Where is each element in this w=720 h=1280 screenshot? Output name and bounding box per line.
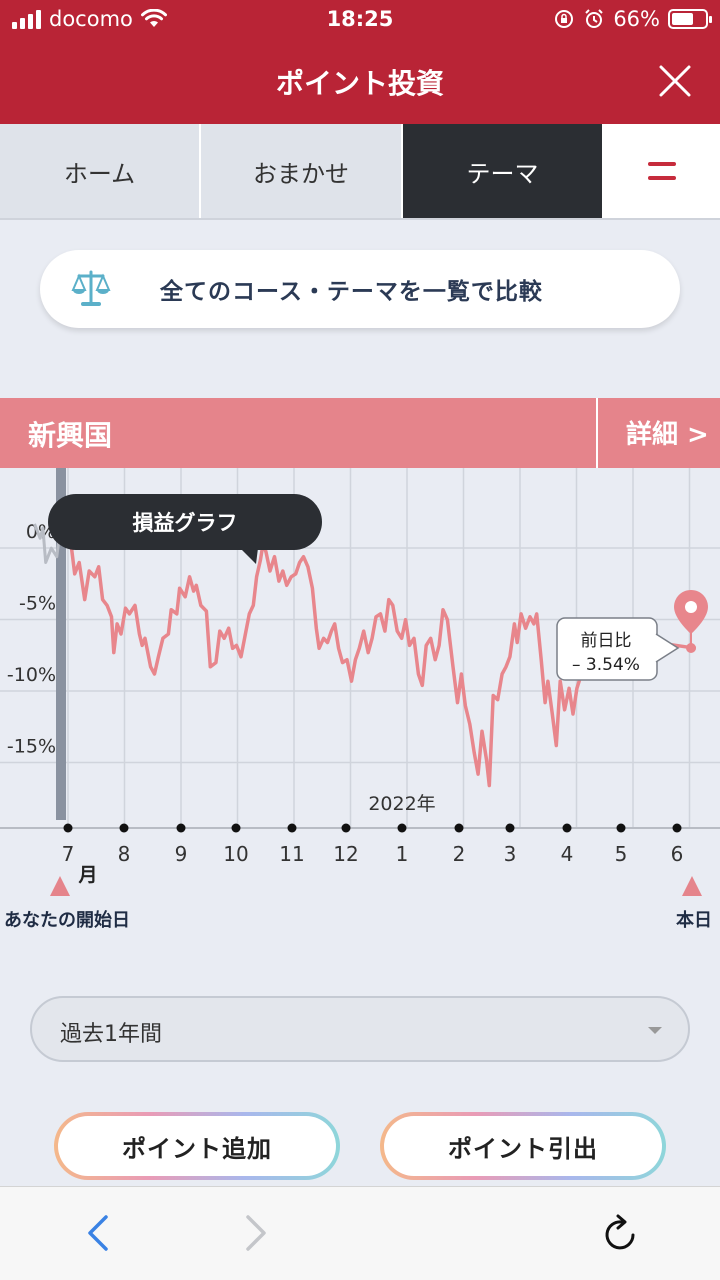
- tab-theme[interactable]: テーマ: [403, 124, 604, 218]
- status-bar: docomo 18:25 66%: [0, 0, 720, 40]
- x-tick-label: 3: [504, 842, 517, 866]
- x-tick-dot: [63, 823, 73, 833]
- x-tick-dot: [505, 823, 515, 833]
- scale-icon: [71, 270, 111, 306]
- page-title: ポイント投資: [275, 67, 444, 100]
- app-header: ポイント投資: [0, 40, 720, 124]
- withdraw-points-label: ポイント引出: [384, 1116, 662, 1176]
- chart-tooltip: 損益グラフ: [48, 494, 322, 564]
- month-unit-label: 月: [77, 864, 97, 886]
- band-divider: [596, 398, 598, 468]
- start-date-label: あなたの開始日: [4, 909, 130, 931]
- alarm-icon: [585, 9, 604, 28]
- start-marker-bar: [56, 468, 66, 820]
- add-points-button[interactable]: ポイント追加: [54, 1112, 340, 1180]
- add-points-label: ポイント追加: [58, 1116, 336, 1176]
- y-tick-label: -10%: [7, 664, 56, 686]
- today-label: 本日: [676, 909, 712, 931]
- orientation-lock-icon: [555, 10, 574, 28]
- chevron-down-icon: [648, 1027, 662, 1034]
- period-select[interactable]: 過去1年間: [30, 996, 690, 1062]
- theme-name: 新興国: [28, 419, 113, 452]
- x-tick-label: 1: [396, 842, 409, 866]
- daily-change-box: 前日比 – 3.54%: [556, 617, 680, 681]
- battery-fill: [672, 13, 694, 25]
- status-time: 18:25: [326, 7, 394, 31]
- x-tick-label: 11: [279, 842, 304, 866]
- compare-all-label: 全てのコース・テーマを一覧で比較: [160, 279, 543, 305]
- tooltip-label: 損益グラフ: [133, 511, 238, 535]
- daily-change-value: – 3.54%: [572, 655, 640, 675]
- x-tick-label: 5: [615, 842, 628, 866]
- x-tick-dot: [231, 823, 241, 833]
- x-tick-dot: [454, 823, 464, 833]
- hamburger-icon: [648, 162, 676, 180]
- menu-button[interactable]: [604, 124, 720, 218]
- carrier-group: docomo: [12, 7, 167, 31]
- tab-omakase[interactable]: おまかせ: [201, 124, 403, 218]
- x-tick-dot: [287, 823, 297, 833]
- x-tick-label: 9: [175, 842, 188, 866]
- y-tick-label: -15%: [7, 736, 56, 758]
- withdraw-points-button[interactable]: ポイント引出: [380, 1112, 666, 1180]
- x-tick-dot: [341, 823, 351, 833]
- status-right: 66%: [553, 7, 712, 31]
- back-chevron-icon[interactable]: [78, 1211, 118, 1255]
- close-icon[interactable]: [658, 64, 692, 98]
- year-label: 2022年: [368, 793, 435, 815]
- carrier-name: docomo: [49, 7, 133, 31]
- tab-home[interactable]: ホーム: [0, 124, 201, 218]
- profit-series-line: [66, 519, 697, 788]
- forward-chevron-icon[interactable]: [236, 1211, 276, 1255]
- battery-percent: 66%: [613, 7, 660, 31]
- x-tick-label: 8: [118, 842, 131, 866]
- x-tick-dot: [119, 823, 129, 833]
- x-tick-label: 10: [223, 842, 248, 866]
- compare-all-button[interactable]: 全てのコース・テーマを一覧で比較: [40, 250, 680, 328]
- wifi-icon: [140, 9, 167, 27]
- x-tick-dot: [562, 823, 572, 833]
- x-tick-label: 6: [671, 842, 684, 866]
- x-tick-label: 2: [453, 842, 466, 866]
- x-tick-dot: [176, 823, 186, 833]
- detail-link[interactable]: 詳細 >: [626, 420, 709, 450]
- daily-change-label: 前日比: [581, 631, 632, 651]
- tab-bar: ホーム おまかせ テーマ: [0, 124, 720, 220]
- x-tick-label: 4: [561, 842, 574, 866]
- today-triangle-icon: [682, 876, 702, 896]
- x-tick-dot: [397, 823, 407, 833]
- x-tick-dot: [616, 823, 626, 833]
- location-pin-icon: [674, 590, 708, 653]
- x-tick-dot: [672, 823, 682, 833]
- battery-icon: [668, 9, 712, 29]
- start-triangle-icon: [50, 876, 70, 896]
- period-select-value: 過去1年間: [60, 1022, 162, 1047]
- theme-header: 新興国 詳細 >: [0, 398, 720, 468]
- browser-toolbar: [0, 1186, 720, 1280]
- x-tick-label: 12: [333, 842, 358, 866]
- reload-icon[interactable]: [600, 1211, 640, 1255]
- profit-loss-chart[interactable]: 0%-5%-10%-15% 7 8 9 10 11 12 1 2 3 4 5 6 2022年 月 あな…: [0, 468, 720, 948]
- x-tick-label: 7: [62, 842, 75, 866]
- signal-icon: [12, 9, 41, 29]
- y-tick-label: -5%: [19, 593, 56, 615]
